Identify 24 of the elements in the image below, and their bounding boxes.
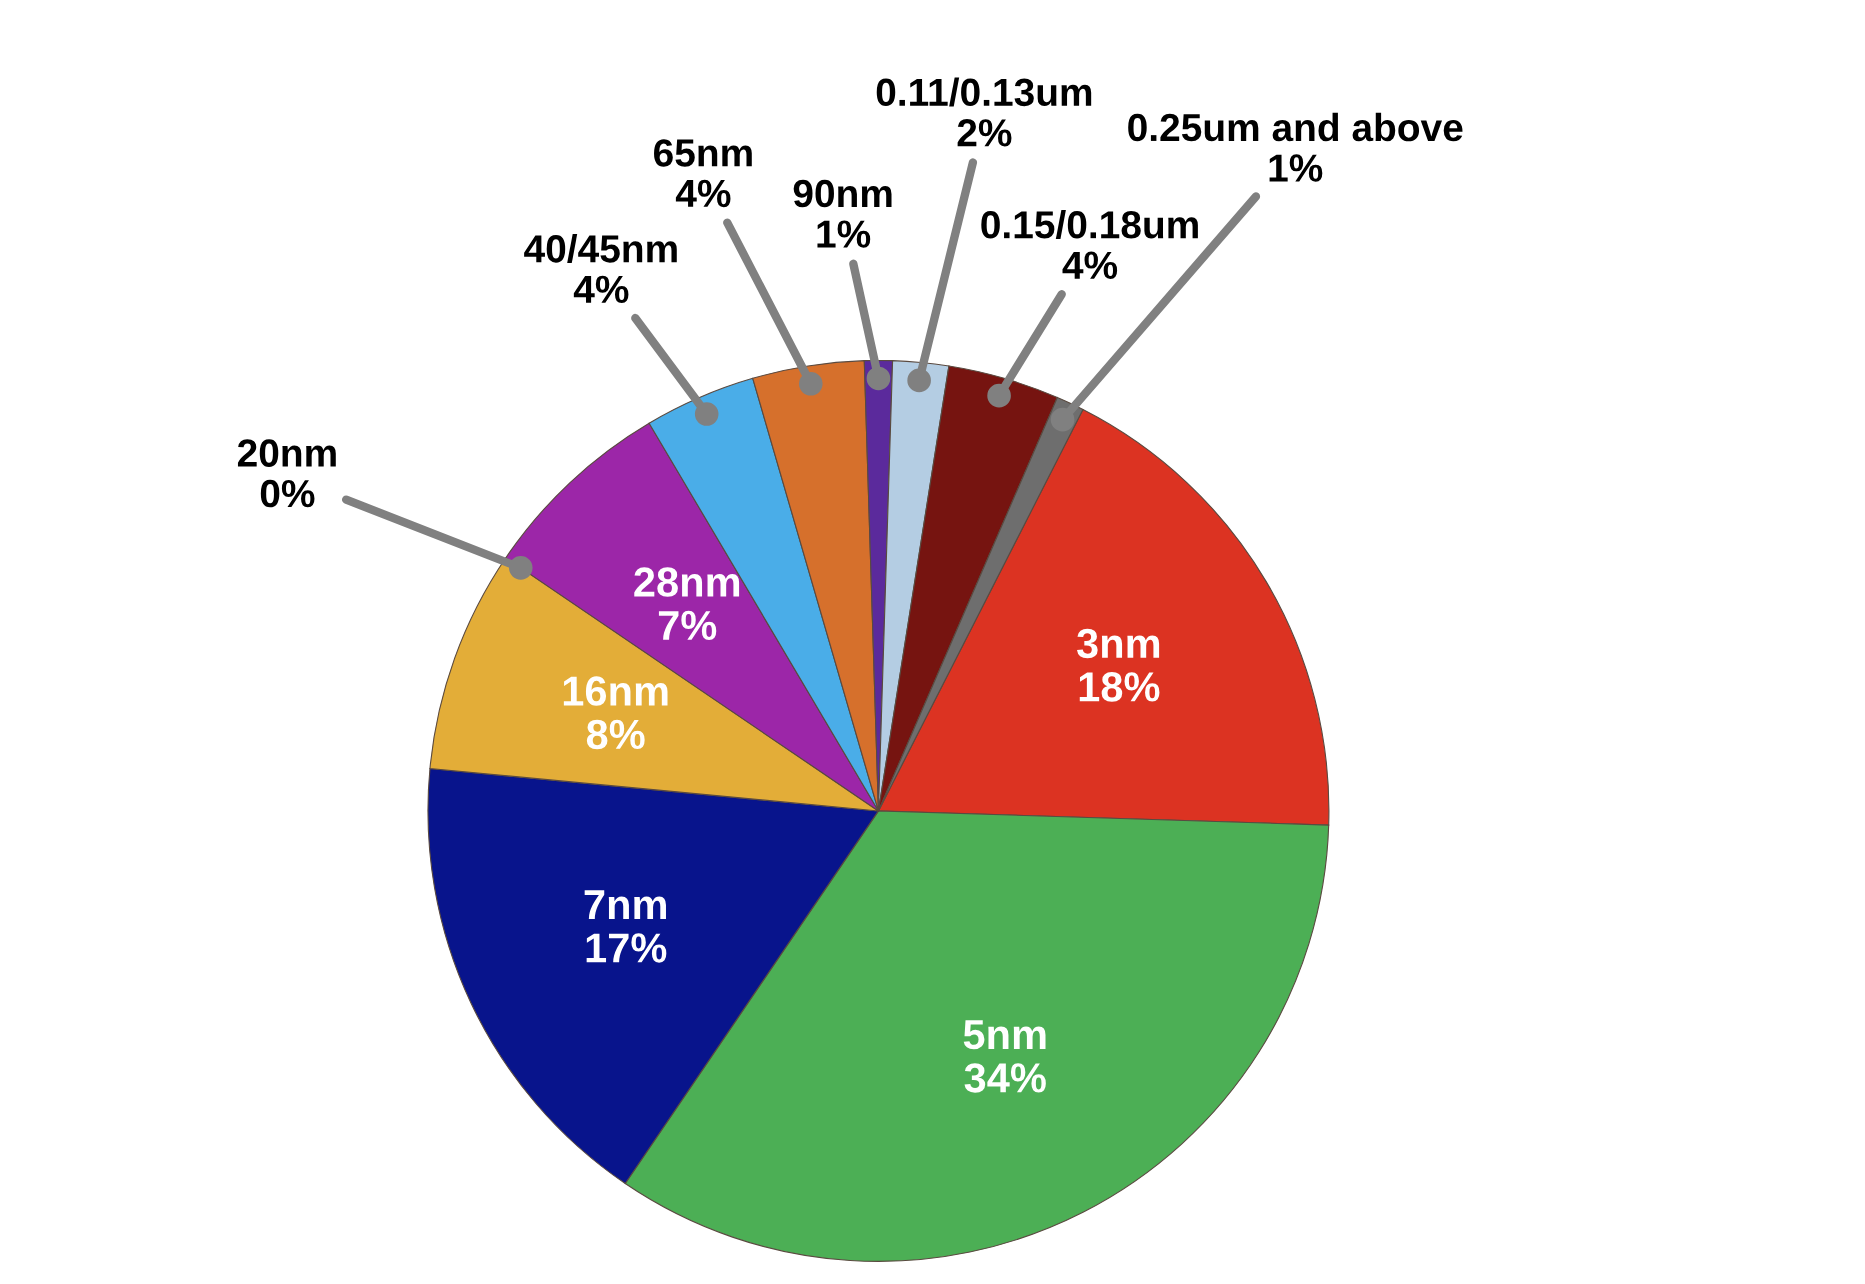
slice-label: 16nm — [563, 676, 668, 706]
slice-label: 5nm — [963, 1020, 1046, 1050]
data-label: 18% — [1079, 672, 1160, 702]
data-label: 4% — [573, 275, 629, 304]
slice-label: 0.25um and above — [1128, 112, 1463, 142]
data-label: 7% — [658, 610, 717, 641]
category-label: 20nm — [237, 439, 336, 467]
data-label: 8% — [586, 719, 645, 750]
slice-label: 28nm — [634, 567, 740, 597]
text: 0% — [260, 479, 315, 508]
data-label: 17% — [586, 933, 667, 963]
data-label: 4% — [1062, 251, 1118, 279]
data-label: 2% — [957, 119, 1012, 147]
data-label: 34% — [964, 1063, 1046, 1093]
data-label: 4% — [675, 179, 731, 208]
slice-label: 0.15/0.18um — [981, 209, 1198, 239]
slice-label: 7nm — [584, 890, 666, 919]
slice-label: 40/45nm — [524, 234, 677, 264]
data-label: 1% — [817, 220, 871, 248]
data-label: 1% — [1269, 154, 1323, 182]
slice-label: 90nm — [793, 179, 892, 208]
slice-label: 0.11/0.13um — [876, 77, 1092, 107]
slice-label: 3nm — [1076, 628, 1160, 659]
slice-label: 65nm — [654, 139, 752, 167]
